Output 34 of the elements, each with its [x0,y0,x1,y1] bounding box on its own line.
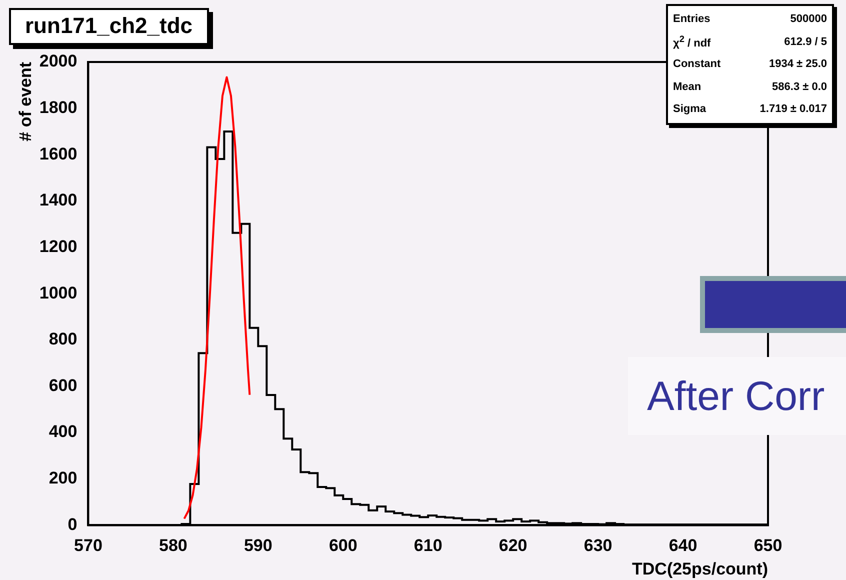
x-tick-label: 580 [159,536,188,556]
annotation: 1.719 ± 0.017 [760,103,827,116]
text: χ$^{2}$ / ndf [673,34,711,50]
y-tick-label: 200 [48,468,78,488]
x-tick-label: 600 [328,536,358,556]
y-axis-title: # of event [16,62,35,142]
x-tick-label: 590 [244,536,272,556]
y-tick-label: 1200 [39,236,78,256]
annotation: Mean [673,80,702,93]
y-tick-label: 800 [48,330,78,349]
y-tick-label: 1600 [39,144,78,164]
text: 586.3 ± 0.0 [772,80,827,93]
text: 1934 ± 25.0 [768,58,827,70]
x-tick-label: 610 [414,536,442,556]
y-tick-label: 0 [68,514,78,534]
y-tick-label: 1800 [39,98,78,118]
x-tick-label: 640 [668,536,698,556]
text: 612.9 / 5 [784,36,827,48]
x-tick-label: 650 [754,536,782,556]
annotation: After Corr [628,357,846,435]
y-tick-label: 1400 [39,190,78,210]
text: Entries [673,13,710,26]
annotation: Constant [673,58,721,70]
annotation: Sigma [673,103,706,116]
y-tick-label: 2000 [39,52,78,71]
x-tick-label: 570 [74,536,102,556]
chart-title: run171_ch2_tdc [9,8,209,45]
x-tick-label: 630 [584,536,612,556]
x-axis-title: TDC(25ps/count) [632,559,768,578]
y-tick-label: 600 [48,376,78,395]
text: 500000 [790,13,827,26]
x-tick-label: 620 [498,536,528,556]
y-tick-label: 1000 [39,283,78,302]
y-tick-label: 400 [48,422,78,442]
